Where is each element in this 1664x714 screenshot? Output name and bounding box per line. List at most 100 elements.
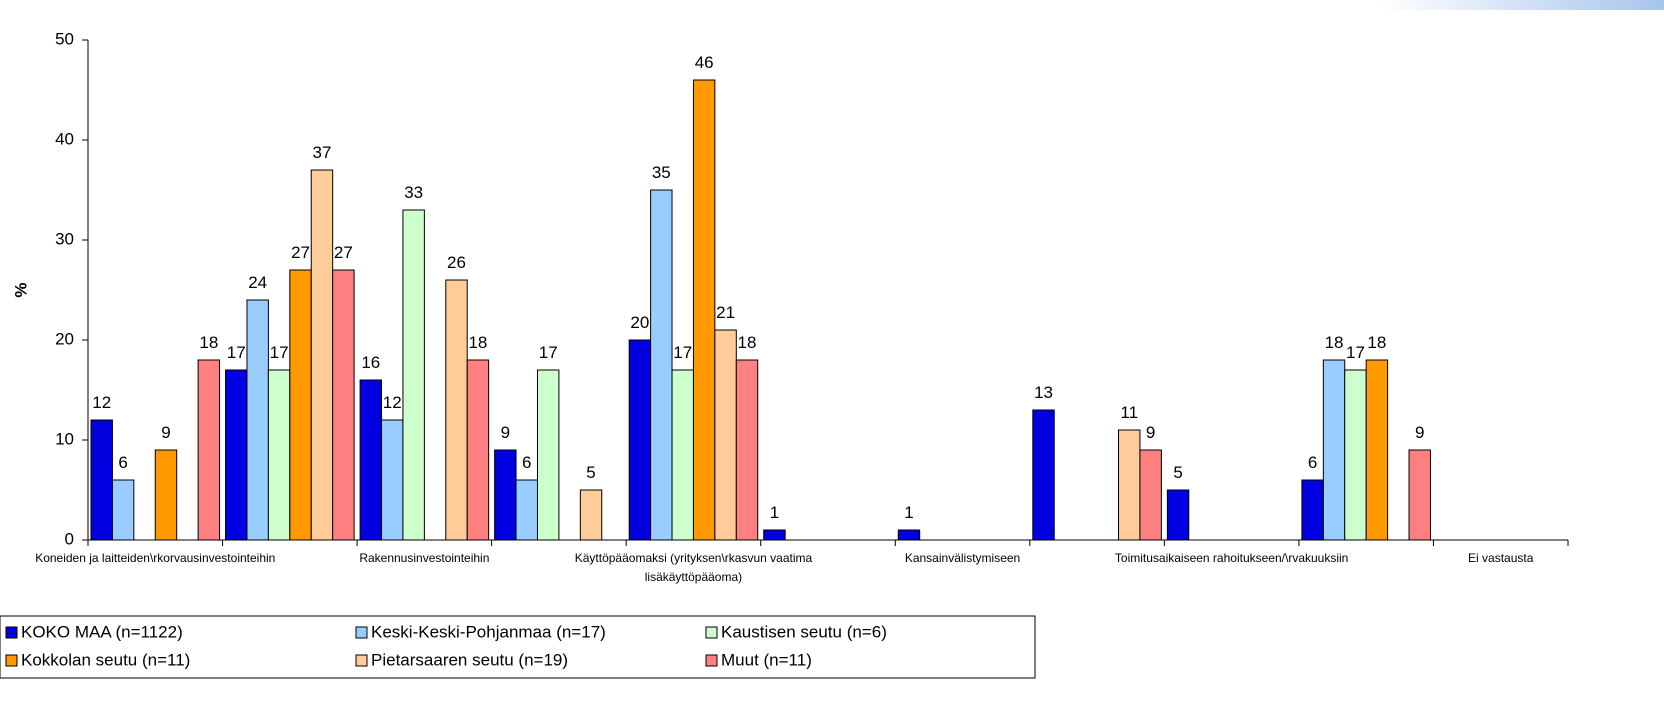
bar bbox=[579, 489, 603, 541]
bar bbox=[359, 379, 383, 541]
legend-swatch bbox=[705, 654, 718, 667]
value-label: 11 bbox=[1120, 403, 1138, 422]
x-tick-label: Käyttöpääomaksi (yrityksen\rkasvun vaati… bbox=[574, 551, 813, 584]
value-label: 24 bbox=[248, 273, 267, 292]
bar bbox=[714, 329, 737, 541]
bar bbox=[536, 369, 560, 541]
bar bbox=[402, 209, 425, 541]
legend-swatch bbox=[5, 626, 18, 639]
value-label: 26 bbox=[447, 253, 466, 272]
bar bbox=[515, 479, 538, 541]
bar bbox=[494, 449, 517, 541]
bar bbox=[197, 359, 221, 541]
x-tick-label: Kansainvälistymiseen bbox=[904, 551, 1021, 565]
bar bbox=[628, 339, 652, 541]
value-label: 21 bbox=[716, 303, 735, 322]
y-tick-label: 50 bbox=[55, 29, 74, 48]
value-label: 1 bbox=[770, 503, 779, 522]
x-tick-label: Ei vastausta bbox=[1468, 551, 1534, 565]
bar bbox=[90, 419, 113, 541]
bar bbox=[1032, 409, 1055, 541]
value-label: 18 bbox=[738, 333, 757, 352]
bar bbox=[111, 479, 135, 541]
legend-label: KOKO MAA (n=1122) bbox=[21, 622, 183, 641]
bar bbox=[1322, 359, 1346, 541]
bar bbox=[1166, 489, 1190, 541]
bar bbox=[650, 189, 673, 541]
x-tick-label: Koneiden ja laitteiden\rkorvausinvestoin… bbox=[35, 551, 276, 565]
value-label: 9 bbox=[1415, 423, 1424, 442]
bar bbox=[445, 279, 468, 541]
value-label: 35 bbox=[652, 163, 671, 182]
bar bbox=[692, 79, 716, 541]
legend-label: Kaustisen seutu (n=6) bbox=[721, 622, 887, 641]
y-tick-label: 40 bbox=[55, 129, 74, 148]
value-label: 18 bbox=[1367, 333, 1386, 352]
legend-label: Kokkolan seutu (n=11) bbox=[21, 650, 190, 669]
value-label: 5 bbox=[586, 463, 595, 482]
value-label: 18 bbox=[1325, 333, 1344, 352]
value-label: 33 bbox=[404, 183, 423, 202]
value-label: 9 bbox=[501, 423, 510, 442]
x-tick-label: Toimitusaikaiseen rahoitukseen/\rvakuuks… bbox=[1114, 551, 1349, 565]
bar bbox=[897, 529, 921, 541]
bar bbox=[225, 369, 248, 541]
legend-swatch bbox=[355, 626, 368, 639]
legend-swatch bbox=[705, 626, 718, 639]
bar bbox=[671, 369, 694, 541]
y-tick-label: 20 bbox=[55, 329, 74, 348]
value-label: 17 bbox=[227, 343, 246, 362]
value-label: 17 bbox=[539, 343, 558, 362]
value-label: 17 bbox=[270, 343, 289, 362]
bar bbox=[763, 529, 786, 541]
value-label: 13 bbox=[1034, 383, 1053, 402]
decoration bbox=[1380, 0, 1664, 10]
value-label: 46 bbox=[695, 53, 714, 72]
bar bbox=[310, 169, 334, 541]
value-label: 17 bbox=[1346, 343, 1365, 362]
value-label: 12 bbox=[383, 393, 402, 412]
value-label: 6 bbox=[118, 453, 127, 472]
y-tick-label: 10 bbox=[55, 429, 74, 448]
y-axis-label: % bbox=[11, 282, 30, 297]
bar bbox=[1408, 449, 1431, 541]
value-label: 5 bbox=[1173, 463, 1182, 482]
y-tick-label: 30 bbox=[55, 229, 74, 248]
value-label: 37 bbox=[312, 143, 331, 162]
bar bbox=[246, 299, 269, 541]
bar bbox=[1344, 369, 1367, 541]
legend-swatch bbox=[355, 654, 368, 667]
value-label: 12 bbox=[92, 393, 111, 412]
x-tick-label: Rakennusinvestointeihin bbox=[359, 551, 490, 565]
value-label: 17 bbox=[673, 343, 692, 362]
value-label: 9 bbox=[161, 423, 170, 442]
bar bbox=[289, 269, 312, 541]
y-tick-label: 0 bbox=[65, 529, 74, 548]
legend-label: Muut (n=11) bbox=[721, 650, 812, 669]
value-label: 18 bbox=[468, 333, 487, 352]
legend bbox=[0, 615, 1036, 679]
value-label: 27 bbox=[334, 243, 353, 262]
value-label: 6 bbox=[522, 453, 531, 472]
bar bbox=[154, 449, 178, 541]
bar bbox=[1118, 429, 1141, 541]
value-label: 27 bbox=[291, 243, 310, 262]
bar bbox=[1139, 449, 1162, 541]
bar bbox=[735, 359, 759, 541]
bar bbox=[267, 369, 291, 541]
bar bbox=[1365, 359, 1389, 541]
value-label: 16 bbox=[361, 353, 380, 372]
value-label: 18 bbox=[199, 333, 218, 352]
value-label: 6 bbox=[1308, 453, 1317, 472]
value-label: 1 bbox=[904, 503, 913, 522]
bar bbox=[466, 359, 490, 541]
bar bbox=[332, 269, 355, 541]
legend-swatch bbox=[5, 654, 18, 667]
legend-label: Pietarsaaren seutu (n=19) bbox=[371, 650, 568, 669]
value-label: 20 bbox=[630, 313, 649, 332]
value-label: 9 bbox=[1146, 423, 1155, 442]
bar bbox=[381, 419, 404, 541]
bar bbox=[1301, 479, 1324, 541]
